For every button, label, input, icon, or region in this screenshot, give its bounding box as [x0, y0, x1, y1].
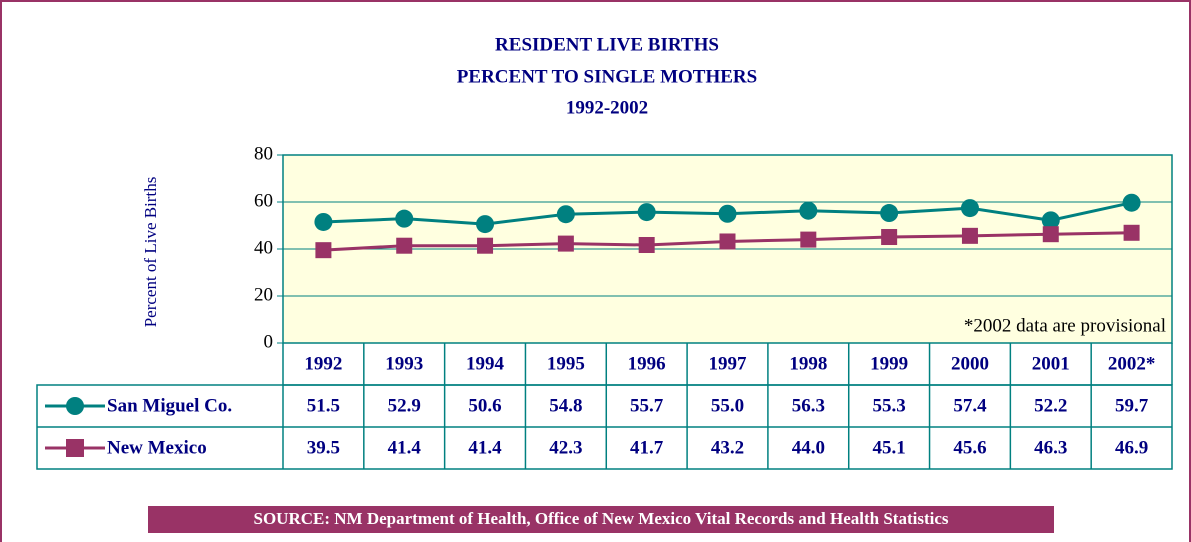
data-point [718, 204, 737, 223]
data-point [1042, 226, 1059, 243]
data-point [719, 233, 736, 250]
table-value: 45.1 [873, 437, 906, 458]
x-tick-label: 2000 [951, 353, 989, 374]
table-value: 54.8 [549, 395, 582, 416]
data-point [799, 201, 818, 220]
x-tick-label: 1993 [385, 353, 423, 374]
chart-title: 1992-2002 [566, 97, 648, 118]
table-value: 45.6 [953, 437, 986, 458]
data-point [314, 212, 333, 231]
source-text: SOURCE: NM Department of Health, Office … [254, 509, 949, 528]
y-tick-label: 60 [254, 190, 273, 211]
table-value: 56.3 [792, 395, 825, 416]
legend-marker [66, 397, 84, 415]
data-point [395, 209, 414, 228]
data-point [557, 235, 574, 252]
table-value: 59.7 [1115, 395, 1149, 416]
data-point [881, 229, 898, 246]
chart-title: PERCENT TO SINGLE MOTHERS [457, 66, 757, 87]
y-axis-label: Percent of Live Births [141, 177, 160, 328]
data-point [960, 199, 979, 218]
data-point [1123, 224, 1140, 241]
table-value: 57.4 [953, 395, 987, 416]
annotation: *2002 data are provisional [964, 315, 1166, 336]
table-value: 52.9 [388, 395, 421, 416]
legend-marker [66, 439, 84, 457]
y-tick-label: 0 [264, 331, 274, 352]
table-value: 46.3 [1034, 437, 1067, 458]
table-value: 44.0 [792, 437, 825, 458]
table-value: 46.9 [1115, 437, 1148, 458]
data-point [961, 227, 978, 244]
data-point [1041, 211, 1060, 230]
data-point [638, 237, 655, 254]
table-value: 50.6 [468, 395, 501, 416]
x-tick-label: 1996 [628, 353, 666, 374]
table-value: 41.7 [630, 437, 664, 458]
x-tick-label: 2001 [1032, 353, 1070, 374]
table-value: 55.7 [630, 395, 664, 416]
legend-label: San Miguel Co. [107, 395, 232, 416]
x-tick-label: 1997 [709, 353, 748, 374]
data-point [477, 237, 494, 254]
table-value: 55.3 [873, 395, 906, 416]
data-point [880, 204, 899, 223]
data-point [315, 242, 332, 259]
table-value: 39.5 [307, 437, 340, 458]
y-tick-label: 20 [254, 284, 273, 305]
x-tick-label: 1999 [870, 353, 908, 374]
data-point [556, 205, 575, 224]
x-tick-label: 2002* [1108, 353, 1156, 374]
data-point [637, 203, 656, 222]
chart-title: RESIDENT LIVE BIRTHS [495, 34, 719, 55]
x-tick-label: 1992 [304, 353, 342, 374]
table-value: 41.4 [388, 437, 422, 458]
table-value: 52.2 [1034, 395, 1067, 416]
data-point [800, 231, 817, 248]
x-tick-label: 1995 [547, 353, 585, 374]
y-tick-label: 40 [254, 237, 273, 258]
table-value: 51.5 [307, 395, 340, 416]
y-tick-label: 80 [254, 143, 273, 164]
x-tick-label: 1994 [466, 353, 505, 374]
table-value: 55.0 [711, 395, 744, 416]
data-point [1122, 193, 1141, 212]
data-point [476, 215, 495, 234]
x-tick-label: 1998 [789, 353, 827, 374]
source-box [148, 506, 1054, 533]
data-point [396, 237, 413, 254]
table-value: 41.4 [468, 437, 502, 458]
legend-label: New Mexico [107, 437, 207, 458]
table-value: 43.2 [711, 437, 744, 458]
table-value: 42.3 [549, 437, 582, 458]
